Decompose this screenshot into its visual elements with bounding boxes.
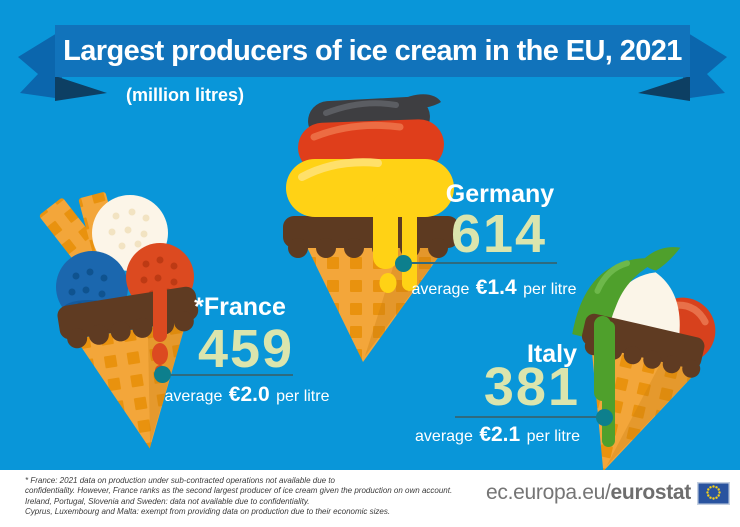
unit-subtitle: (million litres) xyxy=(126,85,245,105)
country-label-france: *France xyxy=(194,293,286,321)
avg-value: €1.4 xyxy=(475,276,517,299)
avg-price-italy: average €2.1 per litre xyxy=(415,423,580,447)
connector-dot-france xyxy=(154,366,171,383)
eu-flag-icon xyxy=(697,481,730,505)
footer: * France: 2021 data on production under … xyxy=(0,470,740,527)
brand-eurostat: eurostat xyxy=(610,481,692,504)
avg-suffix: per litre xyxy=(523,281,577,298)
italy-ice-cream-icon xyxy=(572,247,716,472)
yellow-swirl xyxy=(286,158,454,293)
ribbon-fold-left xyxy=(55,76,107,101)
green-drip xyxy=(594,316,615,447)
avg-suffix: per litre xyxy=(526,428,580,445)
country-label-italy: Italy xyxy=(526,340,577,368)
avg-label: average xyxy=(164,388,223,405)
waffle-cone xyxy=(591,345,699,472)
france-ice-cream-icon xyxy=(39,192,199,449)
footnote-line: * France: 2021 data on production under … xyxy=(25,476,335,485)
brand-url: ec.europa.eu/ xyxy=(486,481,611,504)
footnotes: * France: 2021 data on production under … xyxy=(25,476,452,518)
rule-france xyxy=(165,374,293,376)
connector-dot-italy xyxy=(596,409,613,426)
country-value-italy: 381 xyxy=(483,357,580,417)
avg-label: average xyxy=(415,428,473,445)
footnote-line: confidentiality. However, France ranks a… xyxy=(25,486,453,496)
avg-price-france: average €2.0 per litre xyxy=(165,383,330,407)
page-title: Largest producers of ice cream in the EU… xyxy=(63,34,682,67)
title-ribbon: Largest producers of ice cream in the EU… xyxy=(55,25,690,77)
germany-ice-cream-icon xyxy=(283,94,459,362)
footnote-line: Cyprus, Luxembourg and Malta: exempt fro… xyxy=(25,507,391,517)
red-drip xyxy=(152,284,168,375)
rule-germany xyxy=(402,262,557,264)
avg-value: €2.0 xyxy=(228,383,270,406)
country-label-germany: Germany xyxy=(445,180,555,208)
avg-value: €2.1 xyxy=(479,423,521,446)
eurostat-brand: ec.europa.eu/eurostat xyxy=(486,481,730,505)
ribbon-tail-right xyxy=(683,30,727,99)
ribbon-fold-right xyxy=(638,76,690,101)
avg-label: average xyxy=(411,281,470,298)
connector-dot-germany xyxy=(395,255,412,272)
country-value-germany: 614 xyxy=(450,204,548,264)
footnote-line: Ireland, Portugal, Slovenia and Sweden: … xyxy=(25,496,310,506)
avg-suffix: per litre xyxy=(276,388,330,405)
rule-italy xyxy=(455,416,603,418)
ribbon-tail-left xyxy=(18,30,62,99)
country-value-france: 459 xyxy=(197,319,295,379)
avg-price-germany: average €1.4 per litre xyxy=(412,276,577,300)
